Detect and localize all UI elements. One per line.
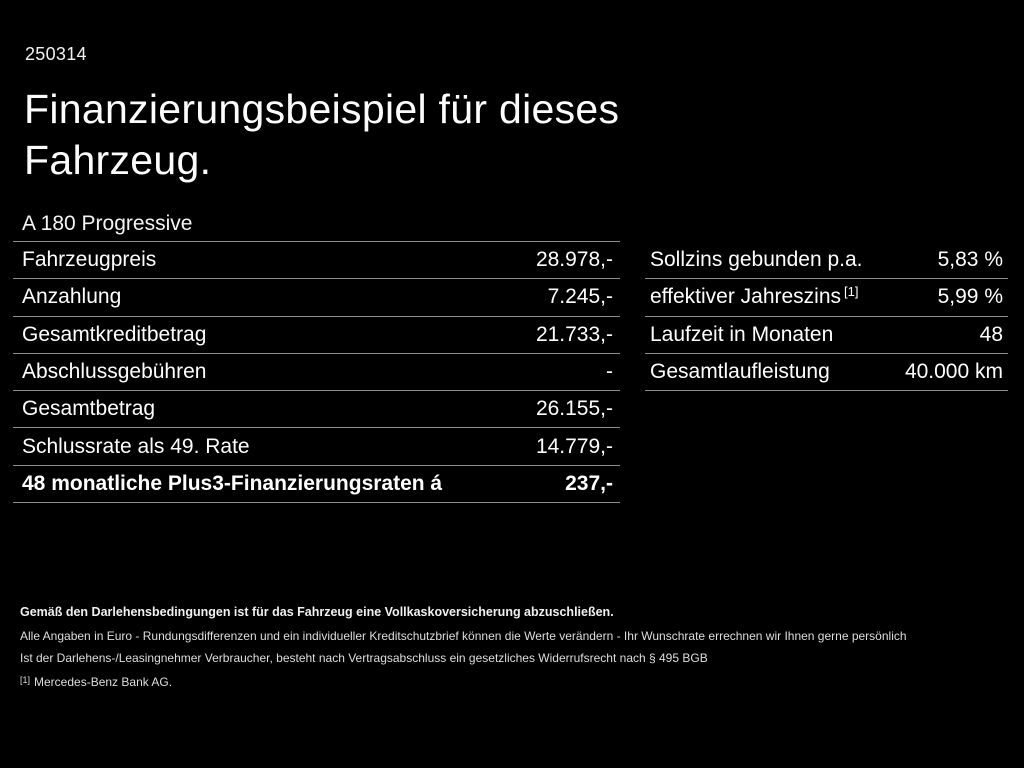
table-row-gesamtbetrag: Gesamtbetrag 26.155,- (13, 391, 620, 429)
row-value: 26.155,- (535, 397, 613, 421)
table-row-effektiver-jahreszins: effektiver Jahreszins [1] 5,99 % (645, 279, 1008, 317)
disclaimer-euro: Alle Angaben in Euro - Rundungsdifferenz… (20, 629, 907, 643)
footnote-text: Mercedes-Benz Bank AG. (34, 675, 173, 689)
row-label: effektiver Jahreszins [1] (650, 284, 859, 309)
row-label: Abschlussgebühren (22, 360, 207, 384)
disclaimer-widerrufsrecht: Ist der Darlehens-/Leasingnehmer Verbrau… (20, 651, 708, 665)
row-label: Gesamtlaufleistung (650, 360, 830, 384)
row-value: 7.245,- (547, 285, 613, 309)
row-value: 5,83 % (937, 248, 1003, 272)
row-value: 48 (979, 322, 1003, 346)
conditions-table: Sollzins gebunden p.a. 5,83 % effektiver… (645, 242, 1008, 392)
table-row-laufzeit: Laufzeit in Monaten 48 (645, 317, 1008, 354)
page-title-line2: Fahrzeug. (24, 137, 212, 183)
table-row-sollzins: Sollzins gebunden p.a. 5,83 % (645, 242, 1008, 280)
page-title-line1: Finanzierungsbeispiel für dieses (24, 86, 620, 132)
table-row-abschlussgebuehren: Abschlussgebühren - (13, 354, 620, 392)
row-value: 28.978,- (535, 248, 613, 272)
row-label: Anzahlung (22, 285, 122, 309)
page-title: Finanzierungsbeispiel für dieses Fahrzeu… (24, 84, 619, 186)
row-value: 40.000 km (904, 360, 1003, 384)
disclaimer-insurance: Gemäß den Darlehensbedingungen ist für d… (20, 605, 614, 619)
row-label: Schlussrate als 49. Rate (22, 434, 250, 458)
vehicle-model-subtitle: A 180 Progressive (22, 212, 193, 235)
doc-number: 250314 (25, 44, 87, 64)
row-value: 237,- (565, 471, 613, 495)
table-row-gesamtlaufleistung: Gesamtlaufleistung 40.000 km (645, 354, 1008, 392)
row-value: - (606, 360, 613, 384)
row-label: Gesamtbetrag (22, 397, 156, 421)
row-label: Fahrzeugpreis (22, 248, 157, 272)
row-label: Gesamtkreditbetrag (22, 322, 207, 346)
table-row-schlussrate: Schlussrate als 49. Rate 14.779,- (13, 428, 620, 466)
table-row-anzahlung: Anzahlung 7.245,- (13, 279, 620, 317)
row-value: 14.779,- (535, 434, 613, 458)
table-row-fahrzeugpreis: Fahrzeugpreis 28.978,- (13, 242, 620, 280)
table-row-gesamtkreditbetrag: Gesamtkreditbetrag 21.733,- (13, 317, 620, 354)
row-label: 48 monatliche Plus3-Finanzierungsraten á (22, 471, 443, 495)
row-label: Sollzins gebunden p.a. (650, 248, 863, 272)
row-value: 21.733,- (535, 322, 613, 346)
legal-footer: Gemäß den Darlehensbedingungen ist für d… (20, 604, 1010, 690)
footnote: [1] Mercedes-Benz Bank AG. (20, 674, 1010, 690)
row-value: 5,99 % (937, 285, 1003, 309)
row-label: Laufzeit in Monaten (650, 322, 834, 346)
table-row-monatsrate: 48 monatliche Plus3-Finanzierungsraten á… (13, 466, 620, 504)
footnote-marker: [1] (20, 675, 31, 685)
footnote-ref: [1] (844, 284, 859, 300)
finance-table: Fahrzeugpreis 28.978,- Anzahlung 7.245,-… (13, 241, 620, 504)
